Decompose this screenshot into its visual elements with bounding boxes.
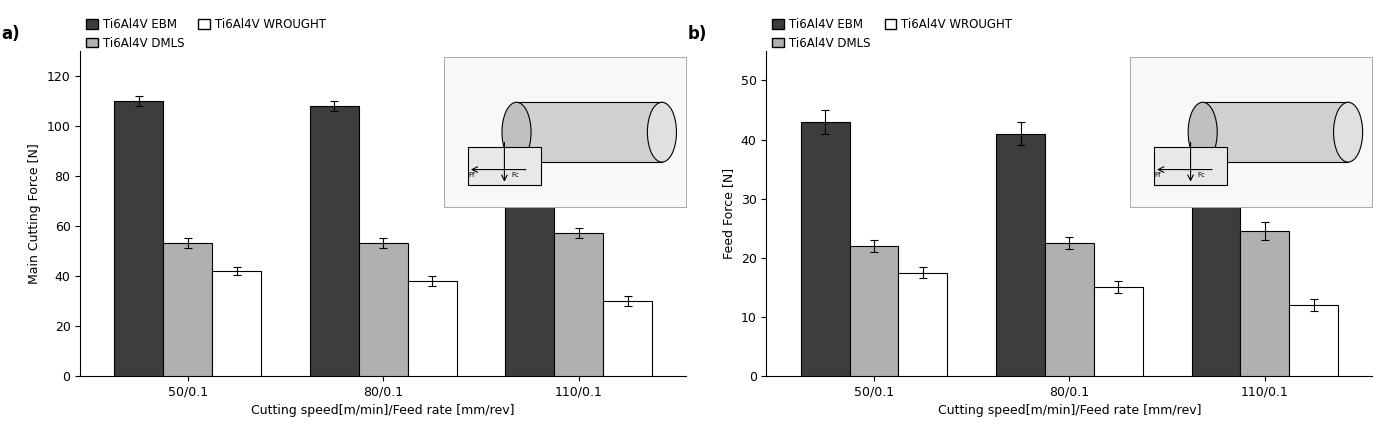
Bar [358, 243, 407, 376]
Bar [800, 122, 850, 376]
Legend: Ti6Al4V EBM, Ti6Al4V DMLS, Ti6Al4V WROUGHT: Ti6Al4V EBM, Ti6Al4V DMLS, Ti6Al4V WROUG… [772, 18, 1013, 49]
Bar [850, 246, 899, 376]
X-axis label: Cutting speed[m/min]/Feed rate [mm/rev]: Cutting speed[m/min]/Feed rate [mm/rev] [938, 404, 1201, 418]
Bar [407, 281, 457, 376]
Bar [554, 233, 603, 376]
Legend: Ti6Al4V EBM, Ti6Al4V DMLS, Ti6Al4V WROUGHT: Ti6Al4V EBM, Ti6Al4V DMLS, Ti6Al4V WROUG… [86, 18, 326, 49]
Text: b): b) [688, 25, 707, 43]
Bar [1093, 287, 1143, 376]
Text: a): a) [1, 25, 19, 43]
Bar [996, 134, 1045, 376]
Bar [1289, 305, 1338, 376]
Bar [1240, 231, 1289, 376]
X-axis label: Cutting speed[m/min]/Feed rate [mm/rev]: Cutting speed[m/min]/Feed rate [mm/rev] [251, 404, 515, 418]
Bar [603, 301, 651, 376]
Y-axis label: Main Cutting Force [N]: Main Cutting Force [N] [28, 143, 42, 284]
Bar [506, 111, 554, 376]
Bar [310, 106, 358, 376]
Bar [213, 271, 261, 376]
Y-axis label: Feed Force [N]: Feed Force [N] [722, 168, 735, 259]
Bar [1192, 134, 1240, 376]
Bar [1045, 243, 1093, 376]
Bar [114, 101, 164, 376]
Bar [164, 243, 213, 376]
Bar [899, 273, 947, 376]
